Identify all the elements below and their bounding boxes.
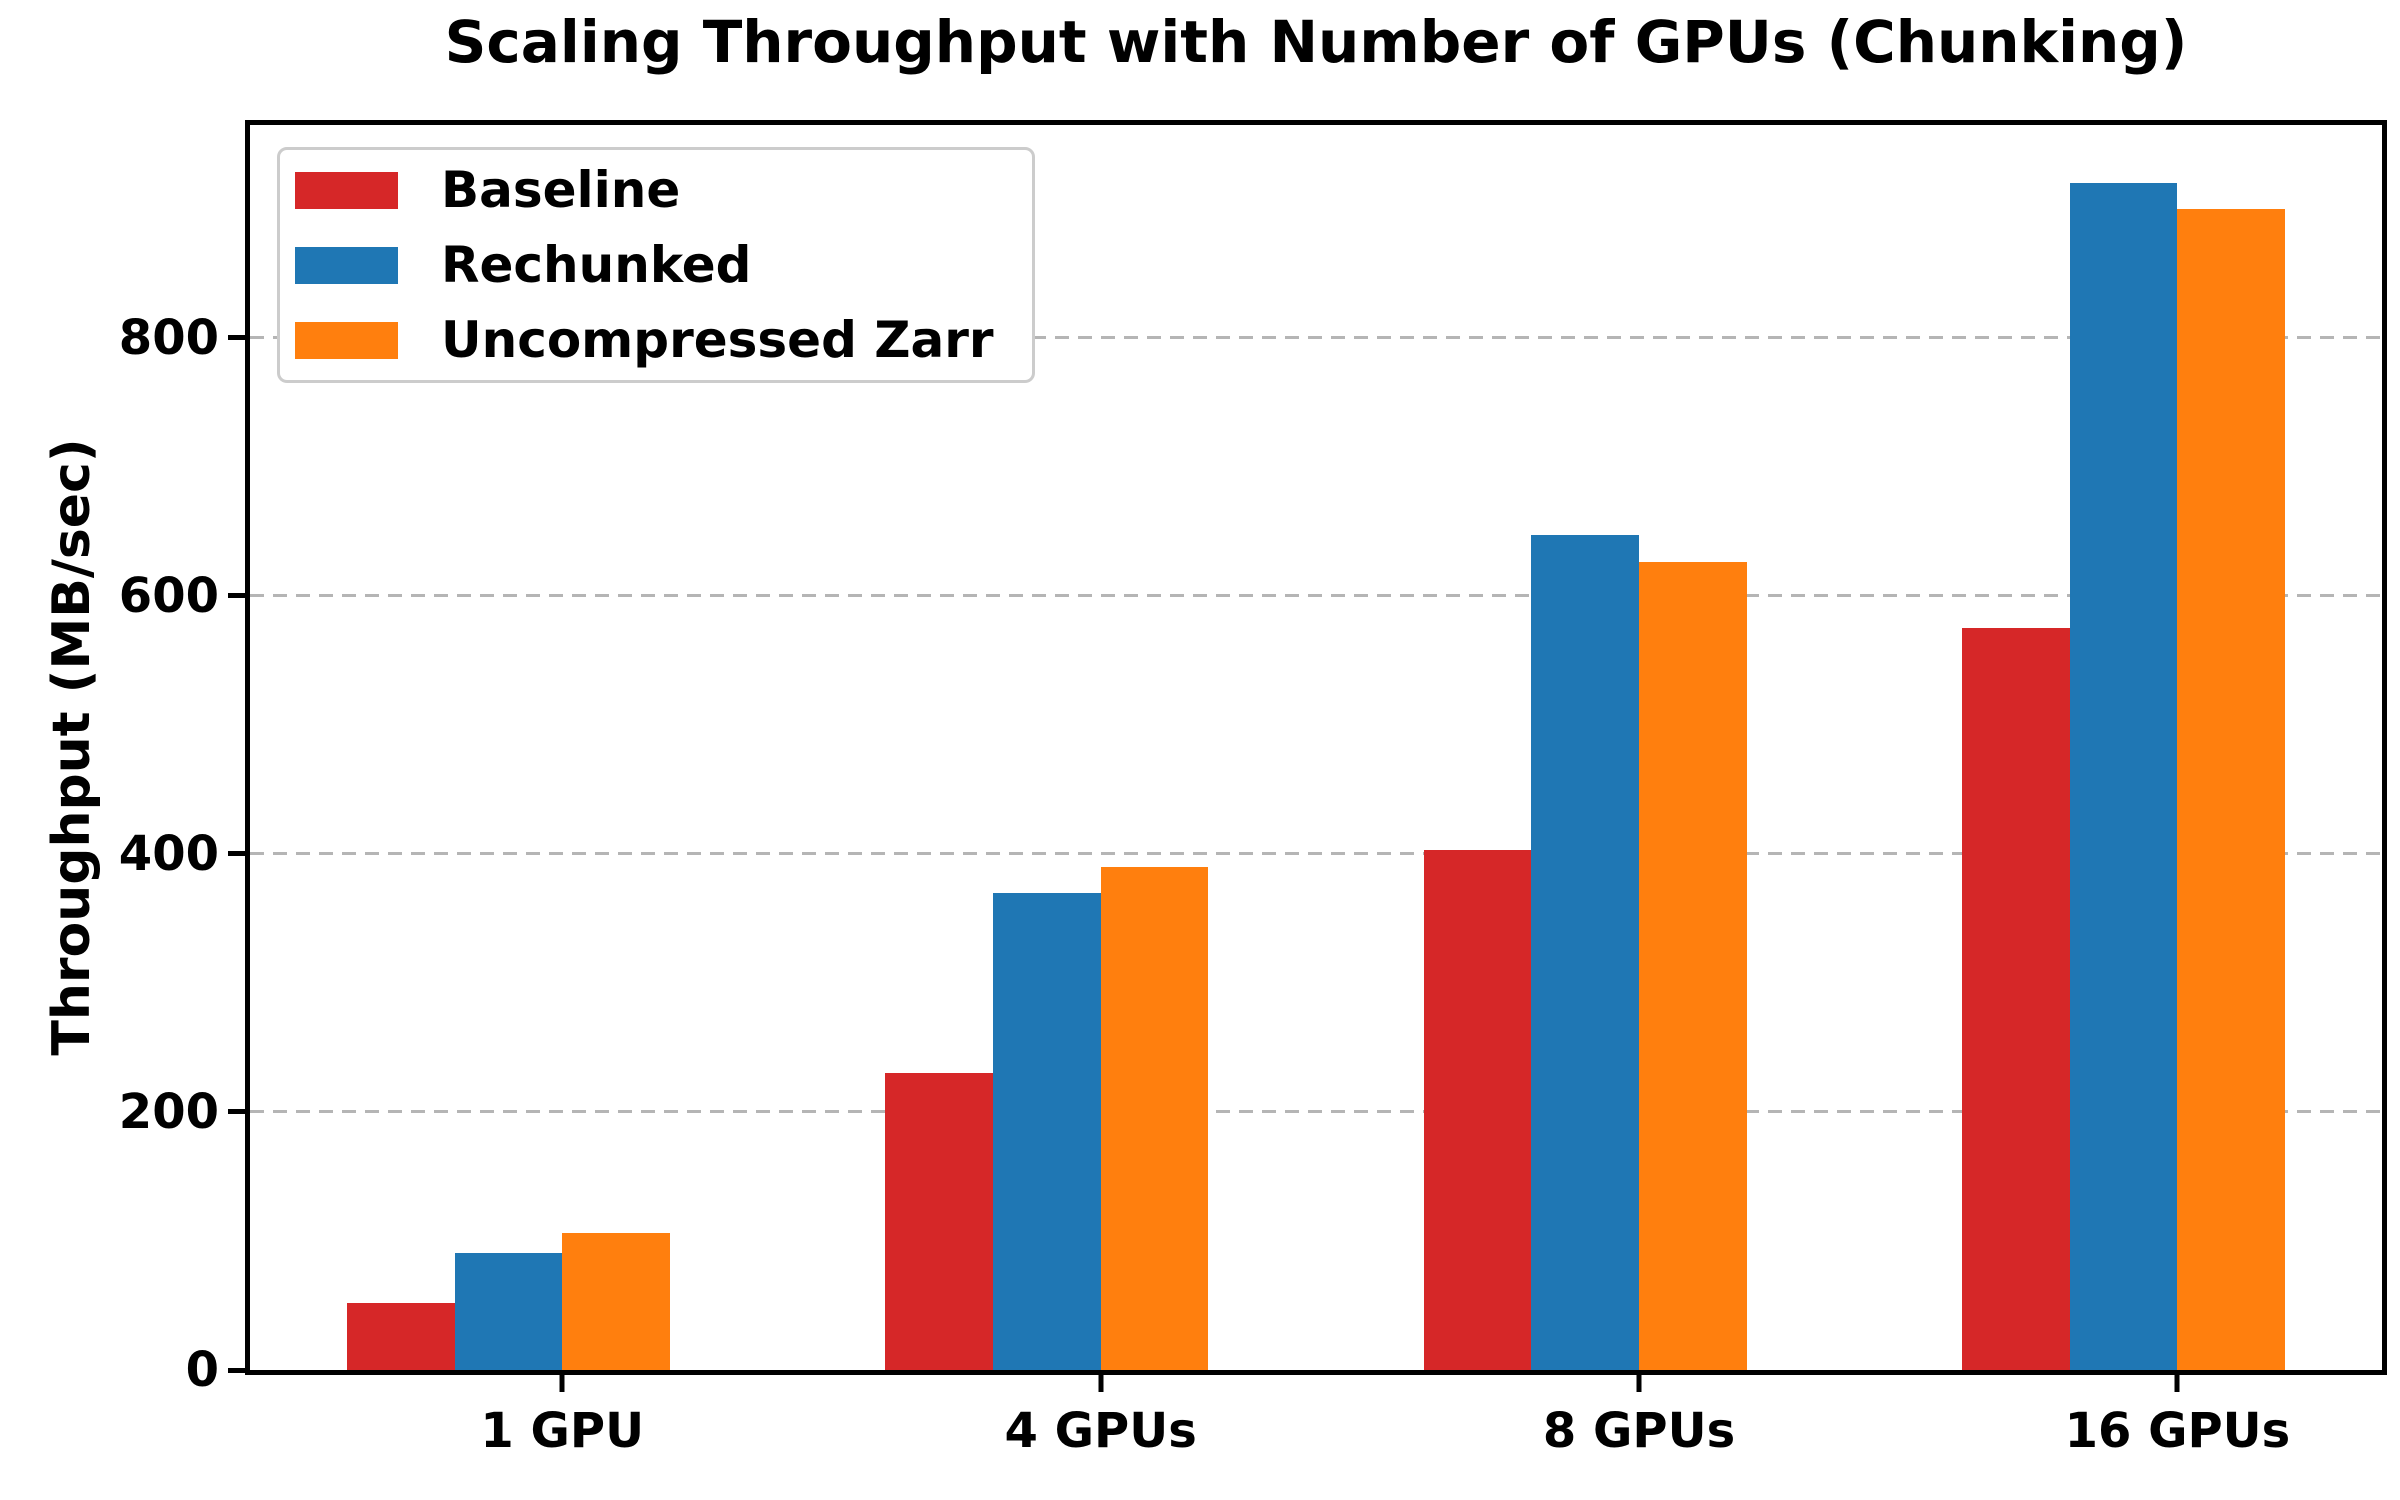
y-tick-mark-400 <box>228 851 245 857</box>
legend-item-baseline: Baseline <box>295 165 994 215</box>
y-tick-mark-0 <box>228 1367 245 1373</box>
x-tick-label-4-gpus: 4 GPUs <box>1004 1403 1197 1459</box>
y-tick-label-0: 0 <box>185 1342 219 1398</box>
legend-swatch-rechunked <box>295 246 398 284</box>
x-tick-mark-8-gpus <box>1636 1375 1642 1392</box>
bar-rechunked-4-gpus <box>992 892 1101 1370</box>
y-tick-label-200: 200 <box>118 1083 219 1140</box>
gridline-600 <box>250 594 2382 598</box>
bar-baseline-8-gpus <box>1423 850 1532 1370</box>
bar-baseline-1-gpu <box>346 1302 455 1370</box>
gridline-800 <box>250 336 2382 340</box>
legend-label-rechunked: Rechunked <box>441 236 752 294</box>
bar-uncompressed-zarr-1-gpu <box>562 1233 670 1370</box>
bar-rechunked-8-gpus <box>1531 535 1640 1370</box>
y-axis: 0 200 400 600 800 <box>0 125 245 1398</box>
y-tick-mark-800 <box>228 335 245 341</box>
y-tick-label-600: 600 <box>118 567 219 624</box>
x-tick-mark-16-gpus <box>2174 1375 2180 1392</box>
bar-uncompressed-zarr-16-gpus <box>2177 208 2286 1370</box>
x-tick-label-16-gpus: 16 GPUs <box>2064 1403 2291 1459</box>
gridline-200 <box>250 1110 2382 1114</box>
legend-item-rechunked: Rechunked <box>295 240 994 290</box>
gridlines-layer <box>250 125 2382 1370</box>
x-axis: 1 GPU 4 GPUs 8 GPUs 16 GPUs <box>250 1375 2382 1500</box>
y-tick-label-800: 800 <box>118 309 219 366</box>
chart-title: Scaling Throughput with Number of GPUs (… <box>444 8 2188 76</box>
y-tick-label-400: 400 <box>118 825 219 882</box>
bar-uncompressed-zarr-8-gpus <box>1639 562 1747 1370</box>
bar-baseline-4-gpus <box>885 1073 993 1370</box>
legend-swatch-uncompressed-zarr <box>295 321 398 359</box>
legend-label-uncompressed-zarr: Uncompressed Zarr <box>441 311 994 369</box>
bar-baseline-16-gpus <box>1962 628 2070 1370</box>
bar-rechunked-1-gpu <box>454 1252 563 1370</box>
legend: Baseline Rechunked Uncompressed Zarr <box>277 147 1035 383</box>
x-tick-mark-4-gpus <box>1098 1375 1104 1392</box>
gridline-400 <box>250 852 2382 856</box>
plot-area: Baseline Rechunked Uncompressed Zarr <box>245 120 2387 1375</box>
legend-item-uncompressed-zarr: Uncompressed Zarr <box>295 315 994 365</box>
bar-rechunked-16-gpus <box>2069 183 2178 1370</box>
y-tick-mark-600 <box>228 593 245 599</box>
x-tick-mark-1-gpu <box>559 1375 565 1392</box>
legend-label-baseline: Baseline <box>441 161 681 219</box>
bars-layer <box>250 125 2382 1370</box>
y-tick-mark-200 <box>228 1109 245 1115</box>
legend-swatch-baseline <box>295 171 398 209</box>
bar-uncompressed-zarr-4-gpus <box>1100 866 1209 1370</box>
x-tick-label-8-gpus: 8 GPUs <box>1542 1403 1736 1459</box>
x-tick-label-1-gpu: 1 GPU <box>480 1403 645 1459</box>
